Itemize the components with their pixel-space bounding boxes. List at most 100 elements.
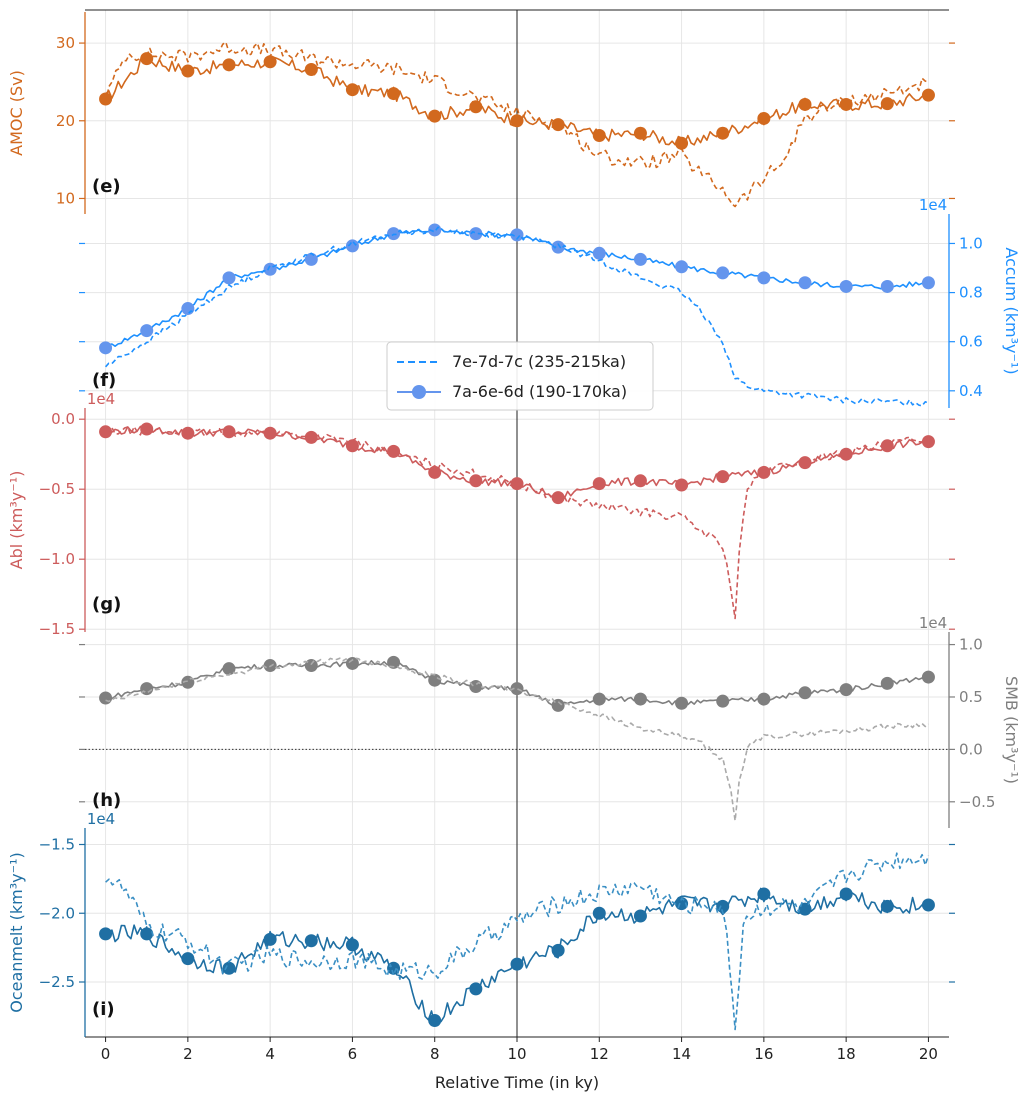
series-marker [757, 465, 771, 479]
series-marker [345, 938, 359, 952]
series-marker [921, 88, 935, 102]
series-marker [675, 478, 689, 492]
x-tick-label: 18 [837, 1045, 856, 1063]
series-marker [592, 477, 606, 491]
series-marker [757, 887, 771, 901]
y-tick-label: −1.5 [39, 836, 75, 854]
series-line-dashed [105, 226, 929, 407]
series-marker [387, 87, 401, 101]
series-marker [469, 100, 483, 114]
series-marker [757, 271, 771, 285]
series-marker [181, 426, 195, 440]
series-marker [633, 909, 647, 923]
y-axis-label: Abl (km³y⁻¹) [7, 471, 26, 570]
y-tick-label: 0.4 [959, 382, 983, 400]
series-marker [633, 126, 647, 140]
series-marker [675, 696, 689, 710]
panel-tag: (e) [92, 176, 121, 197]
series-marker [222, 961, 236, 975]
series-marker [99, 927, 113, 941]
y-tick-label: 0.5 [959, 688, 983, 706]
series-marker [839, 447, 853, 461]
panel-tag: (i) [92, 999, 115, 1020]
series-marker [798, 902, 812, 916]
series-marker [880, 97, 894, 111]
axis-multiplier: 1e4 [87, 810, 115, 828]
y-tick-label: −2.5 [39, 973, 75, 991]
series-marker [592, 692, 606, 706]
x-tick-label: 20 [919, 1045, 938, 1063]
series-marker [140, 682, 154, 696]
series-marker [140, 324, 154, 338]
y-tick-label: 20 [56, 112, 75, 130]
series-marker [880, 279, 894, 293]
x-tick-label: 16 [754, 1045, 773, 1063]
series-marker [469, 680, 483, 694]
series-marker [304, 252, 318, 266]
panel-h [99, 655, 935, 822]
series-marker [140, 927, 154, 941]
series-marker [304, 659, 318, 673]
series-line-dashed [105, 425, 929, 620]
series-marker [469, 227, 483, 241]
series-marker [181, 952, 195, 966]
series-marker [510, 228, 524, 242]
series-marker [263, 932, 277, 946]
series-marker [880, 676, 894, 690]
x-tick-label: 4 [265, 1045, 275, 1063]
series-marker [304, 934, 318, 948]
series-marker [222, 58, 236, 72]
series-marker [716, 126, 730, 140]
series-marker [633, 252, 647, 266]
series-marker [345, 83, 359, 97]
series-marker [99, 425, 113, 439]
series-marker [428, 1014, 442, 1027]
y-axis-label: SMB (km³y⁻¹) [1002, 676, 1021, 784]
y-tick-label: 1.0 [959, 234, 983, 252]
series-marker [798, 686, 812, 700]
series-marker [880, 439, 894, 453]
series-marker [592, 246, 606, 260]
panel-tag: (g) [92, 594, 121, 615]
panel-f [99, 223, 935, 407]
axis-multiplier: 1e4 [87, 390, 115, 408]
y-tick-label: 0.0 [959, 740, 983, 758]
series-marker [510, 477, 524, 491]
series-marker [263, 55, 277, 69]
legend-label-2: 7a-6e-6d (190-170ka) [452, 382, 627, 401]
series-marker [181, 64, 195, 78]
series-marker [675, 136, 689, 150]
series-line-dashed [105, 657, 929, 822]
series-marker [839, 887, 853, 901]
series-marker [428, 673, 442, 687]
y-tick-label: 30 [56, 34, 75, 52]
series-marker [592, 129, 606, 143]
series-marker [510, 114, 524, 128]
y-tick-label: 1.0 [959, 636, 983, 654]
series-marker [99, 341, 113, 355]
series-layer [99, 41, 935, 1031]
series-marker [304, 62, 318, 76]
panel-g [99, 422, 935, 620]
series-marker [222, 425, 236, 439]
series-marker [921, 670, 935, 684]
series-marker [633, 692, 647, 706]
series-marker [757, 111, 771, 125]
series-marker [880, 899, 894, 913]
series-marker [716, 694, 730, 708]
panel-i [99, 852, 935, 1031]
series-marker [222, 662, 236, 676]
x-tick-label: 8 [430, 1045, 440, 1063]
series-marker [345, 239, 359, 253]
series-marker [798, 97, 812, 111]
y-tick-label: 0.6 [959, 333, 983, 351]
series-line-dashed [104, 41, 929, 208]
series-marker [510, 957, 524, 971]
panel-tag: (f) [92, 370, 116, 391]
x-tick-label: 0 [101, 1045, 111, 1063]
series-marker [921, 898, 935, 912]
series-marker [551, 491, 565, 505]
y-tick-label: −1.5 [39, 620, 75, 638]
y-tick-label: −0.5 [39, 480, 75, 498]
panel-tag: (h) [92, 790, 121, 811]
